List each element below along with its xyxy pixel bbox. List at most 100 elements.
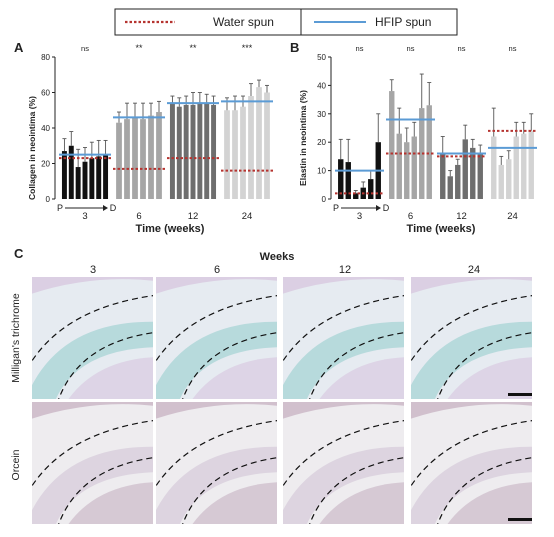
panel-a-ytick-label: 20 (41, 160, 50, 169)
tissue-band (319, 357, 404, 399)
boundary-curve (309, 457, 404, 524)
col-label-24: 24 (468, 264, 480, 276)
panel-a-significance: *** (242, 43, 253, 53)
tissue-band (192, 357, 277, 399)
micrograph-trichrome-3 (32, 277, 153, 399)
boundary-curve (58, 457, 153, 524)
boundary-curve (309, 332, 404, 399)
panel-a-arrow-head (103, 205, 108, 211)
panel-c: C Weeks 3 6 12 24 Milligan's trichrome O… (10, 246, 532, 524)
tissue-band (411, 321, 532, 399)
panel-a-significance: ns (81, 44, 89, 53)
boundary-curve (182, 457, 277, 524)
boundary-curve (437, 332, 532, 399)
panel-a-bar (232, 110, 238, 199)
panel-b-ytick-label: 10 (317, 167, 326, 176)
panel-a-bar (61, 151, 67, 199)
tissue-band (156, 446, 277, 524)
panel-a-bar (256, 87, 262, 199)
tissue-band (192, 482, 277, 524)
panel-b-bar (368, 179, 374, 199)
panel-b-xlabel: Time (weeks) (407, 223, 476, 235)
panel-b-group-label: 3 (357, 211, 362, 222)
panel-a-bar (264, 92, 270, 199)
tissue-band (32, 277, 153, 294)
panel-b-bar (477, 153, 483, 199)
panel-b-bar (513, 136, 519, 199)
tissue-band (68, 482, 153, 524)
panel-b-bar (521, 133, 527, 199)
legend-box-left (114, 8, 302, 36)
panel-b-group-label: 24 (507, 211, 518, 222)
panel-a-bar (124, 119, 130, 199)
tissue-band (156, 277, 277, 294)
tissue-band (283, 321, 404, 399)
panel-b-significance: ns (356, 44, 364, 53)
panel-b-ytick-label: 20 (317, 138, 326, 147)
tissue-band (283, 446, 404, 524)
panel-b-bar (470, 147, 476, 199)
boundary-curve (437, 457, 532, 524)
tissue-band (32, 446, 153, 524)
panel-b-ylabel: Elastin in neointima (%) (298, 90, 308, 186)
tissue-band (411, 446, 532, 524)
panel-c-label: C (14, 246, 24, 261)
panel-a-bar (140, 119, 146, 199)
legend-water-label: Water spun (213, 15, 274, 29)
panel-a-bar (68, 145, 74, 199)
panel-a-bar (176, 106, 182, 199)
panel-b-bar (404, 142, 410, 199)
panel-b-bar (498, 164, 504, 199)
tissue-band (283, 277, 404, 294)
boundary-curve (411, 295, 532, 363)
micrograph-orcein-24 (411, 402, 532, 524)
panel-a-bar (103, 154, 109, 199)
panel-b-ytick-label: 30 (317, 110, 326, 119)
tissue-band (447, 357, 532, 399)
panel-a-group-label: 3 (82, 211, 87, 222)
panel-b-bar (491, 136, 497, 199)
panel-a-group-label: 12 (188, 211, 199, 222)
panel-b-bar (455, 164, 461, 199)
panel-a-group-label: 6 (136, 211, 141, 222)
panel-b-label: B (290, 40, 299, 55)
row-label-orcein: Orcein (10, 449, 22, 480)
col-label-6: 6 (214, 264, 220, 276)
panel-b-group-label: 12 (456, 211, 467, 222)
boundary-curve (411, 420, 532, 488)
panel-a-ytick-label: 0 (46, 195, 51, 204)
tissue-band (156, 321, 277, 399)
panel-b-bar (440, 153, 446, 199)
boundary-curve (32, 420, 153, 488)
panel-b-ytick-label: 0 (322, 195, 327, 204)
scale-bar-trichrome (508, 393, 532, 396)
tissue-band (156, 402, 277, 419)
panel-a-significance: ** (135, 43, 143, 53)
col-label-3: 3 (90, 264, 96, 276)
panel-a-bar (156, 112, 162, 199)
panel-b-bar (389, 91, 395, 199)
tissue-band (319, 482, 404, 524)
panel-b-ytick-label: 40 (317, 81, 326, 90)
panel-b-bar (338, 159, 344, 199)
boundary-curve (283, 420, 404, 488)
panel-a-bar (197, 103, 203, 199)
row-label-trichrome: Milligan's trichrome (10, 293, 22, 383)
panel-b-bar (462, 139, 468, 199)
panel-a-bar (183, 104, 189, 199)
panel-b-ytick-label: 50 (317, 53, 326, 62)
micrograph-trichrome-24 (411, 277, 532, 399)
tissue-band (411, 402, 532, 419)
panel-a-bar (82, 161, 88, 199)
boundary-curve (32, 295, 153, 363)
panel-b-bar (447, 176, 453, 199)
panel-b-bar (353, 193, 359, 199)
micrograph-orcein-3 (32, 402, 153, 524)
boundary-curve (182, 332, 277, 399)
panel-a-bar (224, 110, 230, 199)
panel-a-bar (211, 104, 217, 199)
panel-a-bar (89, 158, 95, 199)
panel-a-xlabel: Time (weeks) (136, 223, 205, 235)
panel-b-arrow-head (376, 205, 381, 211)
